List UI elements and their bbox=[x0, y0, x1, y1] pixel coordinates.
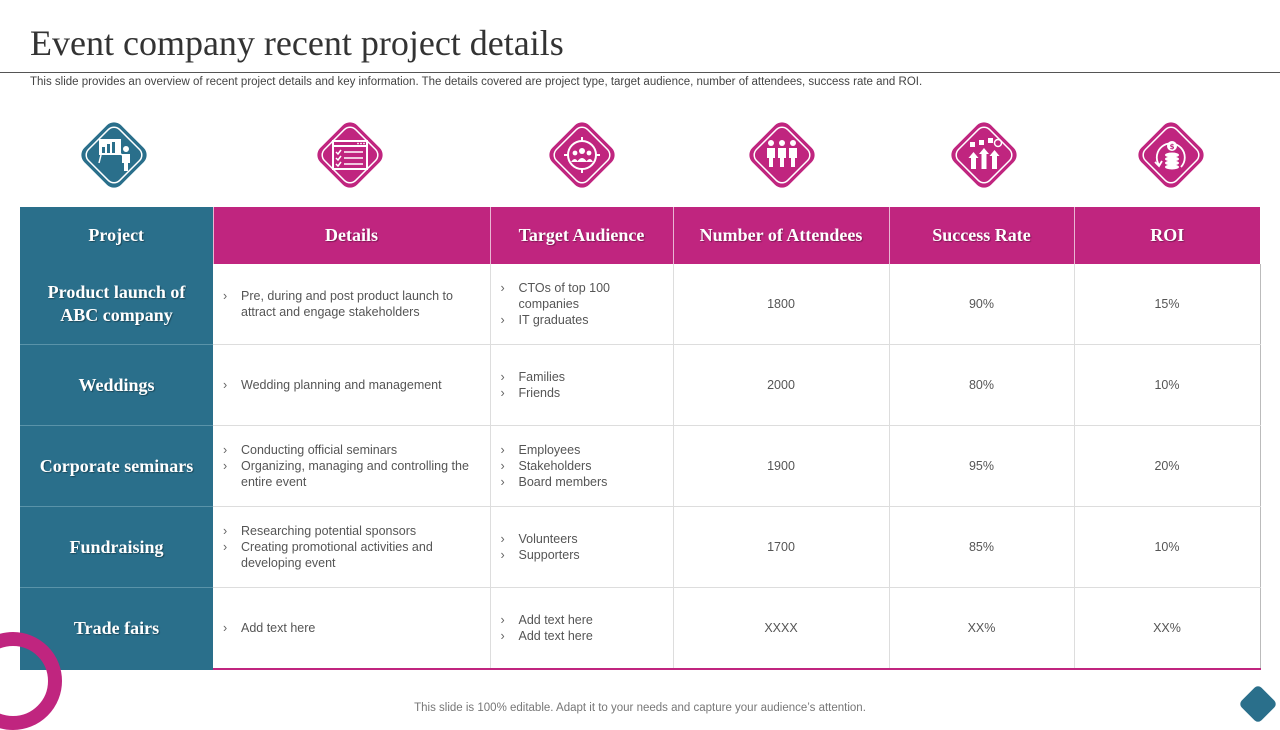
table-row: Weddings Wedding planning and management… bbox=[20, 344, 1261, 426]
audience-item: Supporters bbox=[501, 547, 663, 563]
audience-item: Add text here bbox=[501, 612, 663, 628]
details-cell: Wedding planning and management bbox=[213, 344, 491, 426]
attendees-icon bbox=[740, 113, 824, 197]
success-rate-value: 90% bbox=[889, 264, 1075, 345]
details-cell: Add text here bbox=[213, 587, 491, 670]
attendees-value: 1700 bbox=[673, 506, 890, 588]
table-row: Corporate seminars Conducting official s… bbox=[20, 425, 1261, 507]
header-project: Project bbox=[20, 207, 214, 264]
audience-cell: Families Friends bbox=[490, 344, 674, 426]
page-title: Event company recent project details bbox=[30, 23, 564, 63]
success-rate-value: 80% bbox=[889, 344, 1075, 426]
presentation-icon bbox=[72, 113, 156, 197]
svg-text:$: $ bbox=[1170, 143, 1175, 151]
header-target-audience: Target Audience bbox=[490, 207, 674, 264]
audience-target-icon bbox=[540, 113, 624, 197]
details-item: Researching potential sponsors bbox=[223, 523, 480, 539]
roi-value: 10% bbox=[1074, 506, 1261, 588]
table-header-row: Project Details Target Audience Number o… bbox=[20, 207, 1260, 264]
details-item: Pre, during and post product launch to a… bbox=[223, 288, 480, 320]
roi-value: 15% bbox=[1074, 264, 1261, 345]
roi-value: 20% bbox=[1074, 425, 1261, 507]
project-name: Product launch of ABC company bbox=[20, 264, 213, 345]
header-roi: ROI bbox=[1074, 207, 1260, 264]
table-row: Trade fairs Add text here Add text here … bbox=[20, 587, 1261, 670]
audience-item: Friends bbox=[501, 385, 663, 401]
header-number-of-attendees: Number of Attendees bbox=[673, 207, 890, 264]
details-cell: Researching potential sponsors Creating … bbox=[213, 506, 491, 588]
audience-cell: Add text here Add text here bbox=[490, 587, 674, 670]
details-cell: Pre, during and post product launch to a… bbox=[213, 264, 491, 345]
project-details-table: Project Details Target Audience Number o… bbox=[20, 207, 1261, 670]
title-divider bbox=[0, 72, 1280, 73]
details-item: Creating promotional activities and deve… bbox=[223, 539, 480, 571]
roi-value: XX% bbox=[1074, 587, 1261, 670]
header-success-rate: Success Rate bbox=[889, 207, 1075, 264]
details-item: Organizing, managing and controlling the… bbox=[223, 458, 480, 490]
roi-value: 10% bbox=[1074, 344, 1261, 426]
audience-item: Stakeholders bbox=[501, 458, 663, 474]
details-cell: Conducting official seminars Organizing,… bbox=[213, 425, 491, 507]
audience-item: Families bbox=[501, 369, 663, 385]
audience-item: Board members bbox=[501, 474, 663, 490]
project-name: Corporate seminars bbox=[20, 425, 213, 507]
attendees-value: 1800 bbox=[673, 264, 890, 345]
audience-item: IT graduates bbox=[501, 312, 663, 328]
project-name: Weddings bbox=[20, 344, 213, 426]
checklist-icon bbox=[308, 113, 392, 197]
success-rate-value: XX% bbox=[889, 587, 1075, 670]
audience-item: Volunteers bbox=[501, 531, 663, 547]
details-item: Wedding planning and management bbox=[223, 377, 480, 393]
audience-item: CTOs of top 100 companies bbox=[501, 280, 663, 312]
audience-cell: Volunteers Supporters bbox=[490, 506, 674, 588]
details-item: Conducting official seminars bbox=[223, 442, 480, 458]
success-chart-icon bbox=[942, 113, 1026, 197]
audience-item: Add text here bbox=[501, 628, 663, 644]
success-rate-value: 95% bbox=[889, 425, 1075, 507]
audience-cell: Employees Stakeholders Board members bbox=[490, 425, 674, 507]
audience-item: Employees bbox=[501, 442, 663, 458]
roi-coins-icon: $ bbox=[1129, 113, 1213, 197]
page-subtitle: This slide provides an overview of recen… bbox=[30, 76, 923, 88]
attendees-value: XXXX bbox=[673, 587, 890, 670]
details-item: Add text here bbox=[223, 620, 480, 636]
header-details: Details bbox=[213, 207, 491, 264]
success-rate-value: 85% bbox=[889, 506, 1075, 588]
audience-cell: CTOs of top 100 companies IT graduates bbox=[490, 264, 674, 345]
table-row: Product launch of ABC company Pre, durin… bbox=[20, 264, 1261, 345]
footer-note: This slide is 100% editable. Adapt it to… bbox=[414, 702, 866, 714]
table-row: Fundraising Researching potential sponso… bbox=[20, 506, 1261, 588]
project-name: Fundraising bbox=[20, 506, 213, 588]
attendees-value: 2000 bbox=[673, 344, 890, 426]
attendees-value: 1900 bbox=[673, 425, 890, 507]
